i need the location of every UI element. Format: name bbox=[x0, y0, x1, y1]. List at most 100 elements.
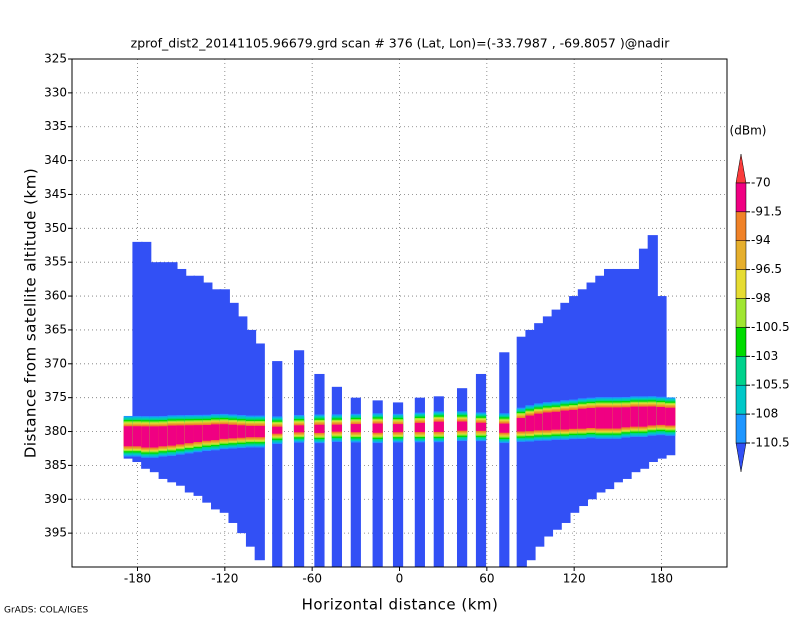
band-layer bbox=[293, 425, 305, 433]
data-column bbox=[372, 400, 383, 567]
band-layer bbox=[656, 407, 667, 425]
x-tick-label: -60 bbox=[302, 572, 322, 586]
y-tick-label: 350 bbox=[44, 221, 67, 235]
colorbar-label: -70 bbox=[751, 175, 771, 189]
colorbar-label: -91.5 bbox=[751, 204, 782, 218]
y-axis-label: Distance from satellite altitude (km) bbox=[22, 168, 40, 458]
data-column bbox=[149, 262, 161, 473]
data-column bbox=[456, 388, 468, 567]
colorbar-box bbox=[735, 240, 747, 270]
colorbar-box bbox=[735, 327, 747, 357]
data-column bbox=[475, 373, 487, 567]
band-layer bbox=[202, 425, 213, 441]
data-column bbox=[158, 262, 169, 479]
band-layer bbox=[193, 425, 204, 442]
band-layer bbox=[237, 425, 248, 438]
data-column bbox=[612, 268, 623, 483]
y-tick-label: 370 bbox=[44, 356, 67, 370]
band-layer bbox=[475, 422, 487, 431]
band-layer bbox=[254, 425, 265, 438]
band-layer bbox=[638, 406, 650, 427]
data-column bbox=[141, 241, 152, 469]
colorbar-box bbox=[735, 269, 747, 299]
colorbar-unit: (dBm) bbox=[730, 124, 767, 138]
colorbar-box bbox=[735, 356, 747, 386]
y-tick-label: 395 bbox=[44, 526, 67, 540]
data-column bbox=[638, 248, 650, 469]
data-column bbox=[219, 289, 230, 513]
band-layer bbox=[219, 424, 230, 439]
colorbar-high bbox=[735, 153, 747, 184]
footer: GrADS: COLA/IGES bbox=[4, 606, 88, 616]
x-tick-label: -180 bbox=[124, 572, 151, 586]
y-tick-label: 335 bbox=[44, 119, 67, 133]
data-column bbox=[577, 289, 588, 507]
band-layer bbox=[647, 406, 658, 426]
colorbar-box bbox=[735, 211, 747, 241]
band-layer bbox=[331, 424, 343, 432]
colorbar-label: -98 bbox=[751, 291, 771, 305]
data-column bbox=[184, 275, 195, 493]
x-tick-label: 0 bbox=[396, 572, 404, 586]
band-layer bbox=[525, 415, 536, 432]
data-column bbox=[350, 397, 361, 567]
y-tick-label: 345 bbox=[44, 187, 67, 201]
band-layer bbox=[560, 410, 571, 430]
band-layer bbox=[184, 425, 195, 444]
band-layer bbox=[245, 425, 257, 438]
band-layer bbox=[141, 426, 152, 448]
band-layer bbox=[167, 425, 178, 446]
band-layer bbox=[569, 409, 580, 429]
data-column bbox=[647, 235, 658, 463]
colorbar-label: -110.5 bbox=[751, 436, 790, 450]
data-column bbox=[254, 343, 265, 561]
data-column bbox=[392, 402, 404, 567]
colorbar-label: -96.5 bbox=[751, 262, 782, 276]
y-tick-label: 380 bbox=[44, 424, 67, 438]
colorbar-box bbox=[735, 298, 747, 328]
band-layer bbox=[499, 423, 510, 433]
band-layer bbox=[586, 407, 597, 429]
y-tick-label: 385 bbox=[44, 458, 67, 472]
band-layer bbox=[621, 407, 632, 428]
data-column bbox=[586, 282, 597, 500]
y-tick-label: 325 bbox=[44, 52, 67, 66]
y-tick-label: 330 bbox=[44, 85, 67, 99]
colorbar-label: -103 bbox=[751, 349, 778, 363]
y-tick-label: 355 bbox=[44, 255, 67, 269]
field bbox=[123, 235, 676, 567]
colorbar-label: -100.5 bbox=[751, 320, 790, 334]
data-column bbox=[193, 275, 204, 496]
data-column bbox=[293, 350, 305, 567]
band-layer bbox=[433, 421, 444, 432]
y-tick-label: 390 bbox=[44, 492, 67, 506]
band-layer bbox=[123, 426, 134, 447]
y-tick-label: 365 bbox=[44, 322, 67, 336]
data-column bbox=[621, 268, 632, 479]
colorbar-box bbox=[735, 413, 747, 444]
band-layer bbox=[604, 407, 615, 429]
band-layer bbox=[132, 426, 143, 447]
x-axis-label: Horizontal distance (km) bbox=[302, 596, 499, 614]
band-layer bbox=[228, 424, 239, 439]
chart-title: zprof_dist2_20141105.96679.grd scan # 37… bbox=[131, 36, 671, 51]
x-tick-label: -120 bbox=[211, 572, 238, 586]
band-layer bbox=[534, 413, 545, 431]
band-layer bbox=[314, 424, 325, 433]
y-tick-label: 375 bbox=[44, 390, 67, 404]
data-column bbox=[331, 386, 343, 567]
band-layer bbox=[414, 422, 425, 433]
band-layer bbox=[350, 424, 361, 433]
x-tick-label: 120 bbox=[563, 572, 586, 586]
data-column bbox=[630, 268, 641, 473]
band-layer bbox=[149, 426, 161, 448]
colorbar-low bbox=[735, 442, 747, 472]
band-layer bbox=[392, 424, 404, 433]
data-column bbox=[132, 241, 143, 463]
data-column bbox=[656, 296, 667, 459]
band-layer bbox=[630, 406, 641, 427]
band-layer bbox=[272, 426, 283, 434]
data-column bbox=[211, 289, 222, 510]
band-layer bbox=[595, 407, 606, 429]
